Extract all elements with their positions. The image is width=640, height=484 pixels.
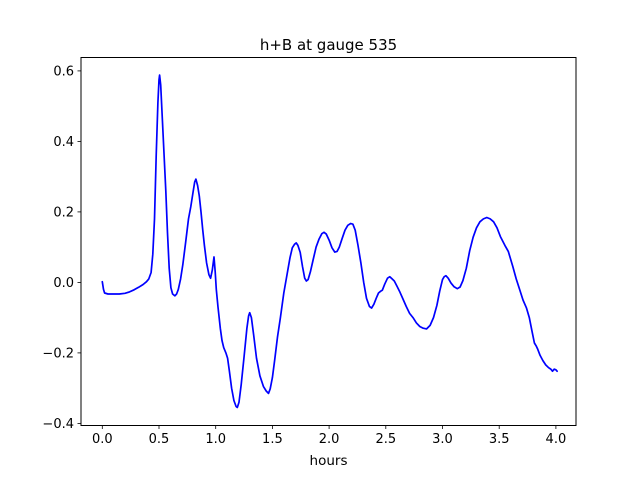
x-axis-ticks: 0.0 0.5 1.0 1.5 2.0 2.5 3.0 3.5 4.0 [92,425,567,447]
y-tick-label: 0.4 [53,135,74,150]
y-tick-label: 0.6 [53,64,74,79]
y-tick-label: 0.2 [53,205,74,220]
x-tick-label: 1.5 [262,432,283,447]
x-tick-label: 3.0 [432,432,453,447]
x-tick-label: 0.5 [149,432,170,447]
y-tick-label: −0.2 [42,346,74,361]
plot-border [80,57,577,426]
x-tick-label: 0.0 [92,432,113,447]
line-series [101,74,558,409]
x-tick-label: 2.0 [319,432,340,447]
y-tick-label: 0.0 [53,276,74,291]
chart-title: h+B at gauge 535 [260,36,397,54]
x-tick-label: 3.5 [489,432,510,447]
y-tick-label: −0.4 [42,417,74,432]
y-axis-ticks: −0.4 −0.2 0.0 0.2 0.4 0.6 [42,64,81,432]
x-axis-label: hours [310,453,348,469]
x-tick-label: 2.5 [375,432,396,447]
x-tick-label: 1.0 [205,432,226,447]
x-tick-label: 4.0 [546,432,567,447]
